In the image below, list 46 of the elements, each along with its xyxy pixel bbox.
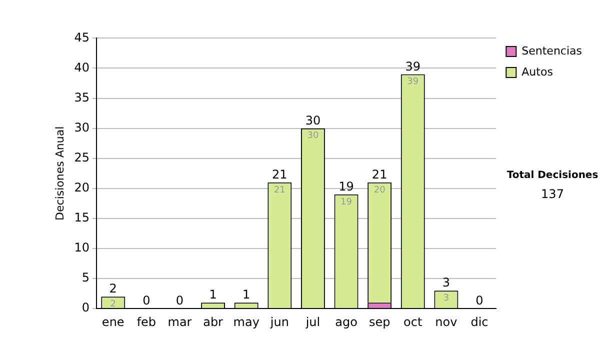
y-tick-label: 5	[82, 270, 90, 285]
data-label: 19	[340, 197, 352, 208]
y-axis-title: Decisiones Anual	[53, 126, 66, 220]
x-tick-label: may	[233, 314, 260, 329]
y-tick-label: 40	[74, 60, 90, 74]
y-tick-label: 45	[74, 30, 90, 44]
total-label: 0	[176, 294, 184, 308]
legend-label: Sentencias	[522, 44, 582, 58]
x-tick-label: feb	[136, 314, 156, 329]
x-tick-label: ene	[102, 314, 124, 329]
total-label: 3	[442, 276, 450, 290]
y-tick-label: 10	[74, 240, 90, 255]
total-label: 39	[405, 59, 421, 74]
total-label: 30	[305, 113, 321, 128]
x-tick-label: nov	[435, 314, 458, 329]
y-tick-label: 30	[74, 120, 90, 134]
x-tick-label: jul	[304, 314, 320, 329]
text: 137	[540, 187, 565, 201]
total-label: 0	[142, 294, 150, 308]
legend-label: Autos	[522, 65, 554, 78]
x-tick-label: dic	[470, 314, 488, 329]
data-label: 39	[407, 77, 419, 88]
x-tick-label: jun	[269, 314, 289, 329]
total-label: 19	[338, 180, 354, 194]
x-tick-label: ago	[335, 314, 358, 329]
total-label: 0	[476, 294, 484, 308]
data-label: 2	[110, 299, 116, 310]
x-tick-label: oct	[404, 314, 422, 329]
y-tick-label: 35	[74, 90, 90, 104]
data-label: 3	[443, 293, 450, 304]
x-tick-label: sep	[368, 314, 390, 329]
total-label: 21	[272, 168, 288, 182]
text: Total Decisiones	[506, 170, 600, 181]
data-label: 21	[274, 185, 286, 196]
y-tick-label: 0	[82, 300, 90, 315]
data-label: 20	[374, 185, 386, 196]
total-label: 1	[242, 288, 250, 302]
total-label: 21	[372, 168, 388, 182]
y-tick-label: 20	[74, 180, 90, 195]
y-tick-label: 25	[74, 150, 90, 165]
total-label: 1	[209, 288, 217, 302]
total-label: 2	[109, 282, 117, 296]
y-tick-label: 15	[74, 210, 90, 225]
data-label: 30	[307, 131, 319, 142]
x-tick-label: abr	[203, 314, 224, 329]
x-tick-label: mar	[168, 314, 192, 329]
